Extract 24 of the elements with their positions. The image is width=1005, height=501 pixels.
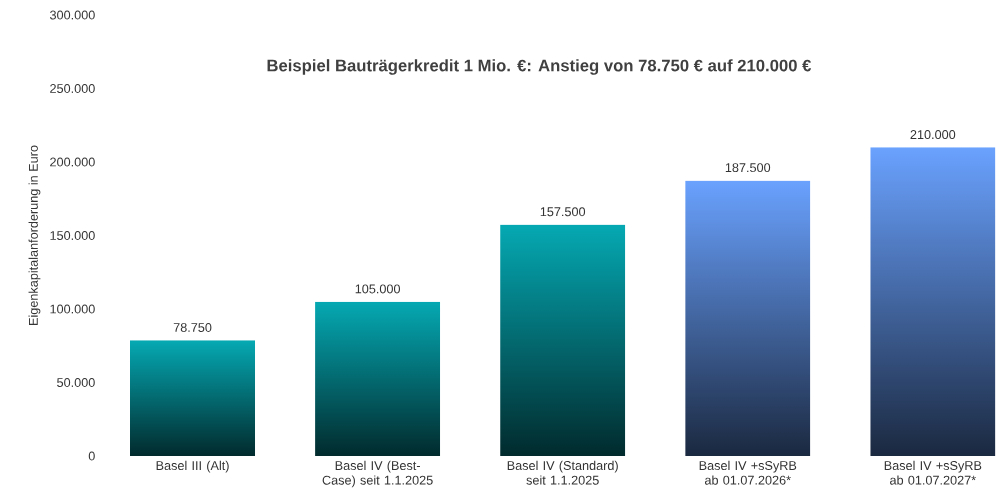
bar — [870, 147, 996, 456]
data-label: 105.000 — [355, 284, 400, 294]
y-axis-title: Eigenkapitalanforderung in Euro — [28, 145, 41, 325]
text: Beispiel Bauträgerkredit 1 Mio. €: Anstieg von 78.750 € auf 210.000 € — [267, 59, 812, 75]
x-tick-label: Basel III (Alt) — [156, 460, 229, 473]
bar — [315, 301, 441, 456]
y-tick-label: 250.000 — [50, 84, 95, 93]
bar — [685, 180, 811, 456]
x-tick-label: Basel IV (Standard) seit 1.1.2025 — [507, 460, 618, 485]
y-tick-label: 150.000 — [50, 231, 95, 240]
y-tick-label: 0 — [88, 451, 95, 461]
y-tick-label: 50.000 — [57, 378, 95, 387]
y-tick-label: 300.000 — [49, 10, 95, 20]
y-tick-label: 100.000 — [50, 304, 95, 314]
y-tick-label: 200.000 — [50, 157, 95, 167]
data-label: 210.000 — [910, 130, 956, 140]
data-label: 187.500 — [725, 163, 771, 173]
x-tick-label: Basel IV +sSyRB ab 01.07.2027* — [884, 460, 982, 485]
bar — [129, 340, 256, 456]
data-label: 78.750 — [173, 323, 212, 332]
x-tick-label: Basel IV +sSyRB ab 01.07.2026* — [699, 460, 797, 485]
x-tick-label: Basel IV (Best-Case) seit 1.1.2025 — [322, 460, 433, 488]
data-label: 157.500 — [540, 207, 586, 217]
bar — [500, 224, 626, 456]
